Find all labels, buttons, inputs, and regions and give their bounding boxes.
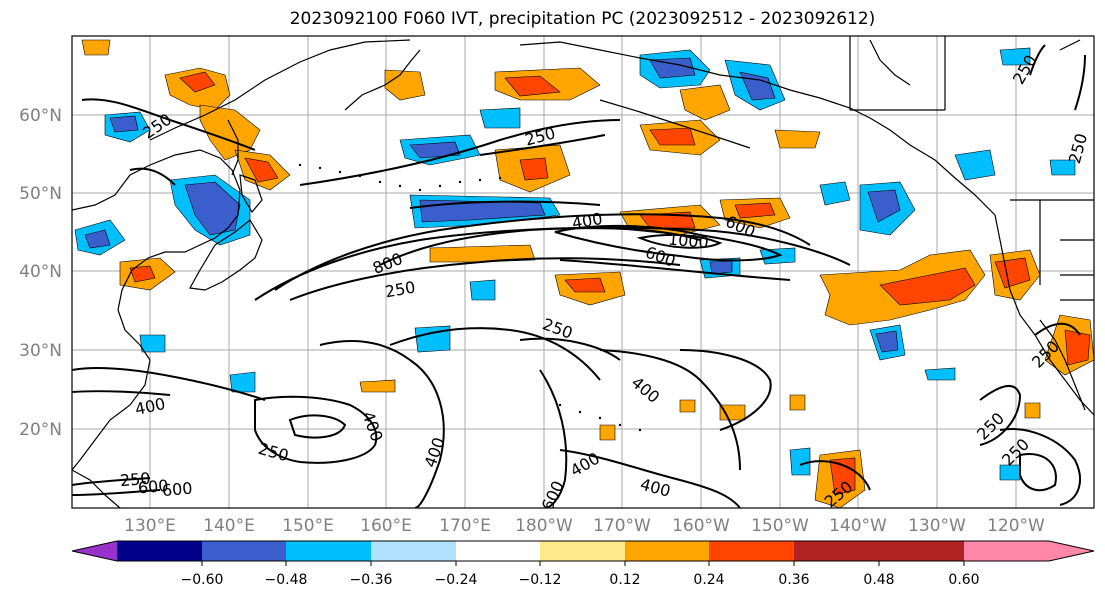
- colorbar-tick-label: −0.12: [519, 572, 562, 588]
- latitude-labels: 60°N 50°N 40°N 30°N 20°N: [19, 106, 62, 440]
- lon-label: 140°E: [203, 516, 255, 536]
- lon-label: 160°W: [672, 516, 730, 536]
- colorbar-segment: [794, 541, 879, 561]
- colorbar-tick-label: 0.36: [778, 572, 809, 588]
- lon-label: 170°W: [593, 516, 651, 536]
- lon-label: 170°E: [439, 516, 491, 536]
- colorbar-segment: [540, 541, 625, 561]
- colorbar-segment: [202, 541, 286, 561]
- lat-label: 20°N: [19, 420, 62, 440]
- lon-label: 150°E: [282, 516, 334, 536]
- colorbar-tick-label: 0.48: [863, 572, 894, 588]
- colorbar-tick-label: 0.12: [609, 572, 640, 588]
- colorbar-outline: [71, 540, 1095, 562]
- colorbar-tick-label: 0.60: [948, 572, 979, 588]
- lat-label: 40°N: [19, 262, 62, 282]
- coastlines: [72, 36, 1094, 508]
- lat-label: 30°N: [19, 341, 62, 361]
- lon-label: 160°E: [360, 516, 412, 536]
- colorbar-extend-low: [72, 541, 117, 561]
- colorbar-segment: [456, 541, 540, 561]
- lon-label: 130°W: [908, 516, 966, 536]
- lon-label: 140°W: [829, 516, 887, 536]
- map-frame: [71, 35, 1095, 509]
- contour-label: 1000: [667, 230, 709, 252]
- colorbar-segment: [625, 541, 709, 561]
- colorbar-segment: [709, 541, 794, 561]
- colorbar-segment: [286, 541, 371, 561]
- lon-label: 180°W: [515, 516, 573, 536]
- colorbar-segment: [371, 541, 456, 561]
- lat-label: 50°N: [19, 184, 62, 204]
- ivt-contours: [72, 44, 1086, 508]
- lon-label: 150°W: [751, 516, 809, 536]
- colorbar-tick-label: 0.24: [693, 572, 724, 588]
- longitude-labels: 130°E 140°E 150°E 160°E 170°E 180°W 170°…: [124, 516, 1045, 536]
- colorbar-segment: [879, 541, 964, 561]
- lat-label: 60°N: [19, 106, 62, 126]
- colorbar-tick-label: −0.36: [350, 572, 393, 588]
- colorbar: −0.60 −0.48 −0.36 −0.24 −0.12 0.12 0.24 …: [71, 540, 1095, 588]
- colorbar-tick-label: −0.60: [181, 572, 224, 588]
- contour-label: 600: [137, 476, 169, 498]
- map-title: 2023092100 F060 IVT, precipitation PC (2…: [289, 9, 876, 29]
- colorbar-segment: [117, 541, 202, 561]
- colorbar-tick-label: −0.24: [435, 572, 478, 588]
- colorbar-tick-label: −0.48: [265, 572, 308, 588]
- contour-label: 600: [161, 479, 193, 501]
- lon-label: 130°E: [124, 516, 176, 536]
- lon-label: 120°W: [987, 516, 1045, 536]
- precip-positive-shading: [81, 39, 1094, 508]
- contour-label: 250: [119, 469, 151, 491]
